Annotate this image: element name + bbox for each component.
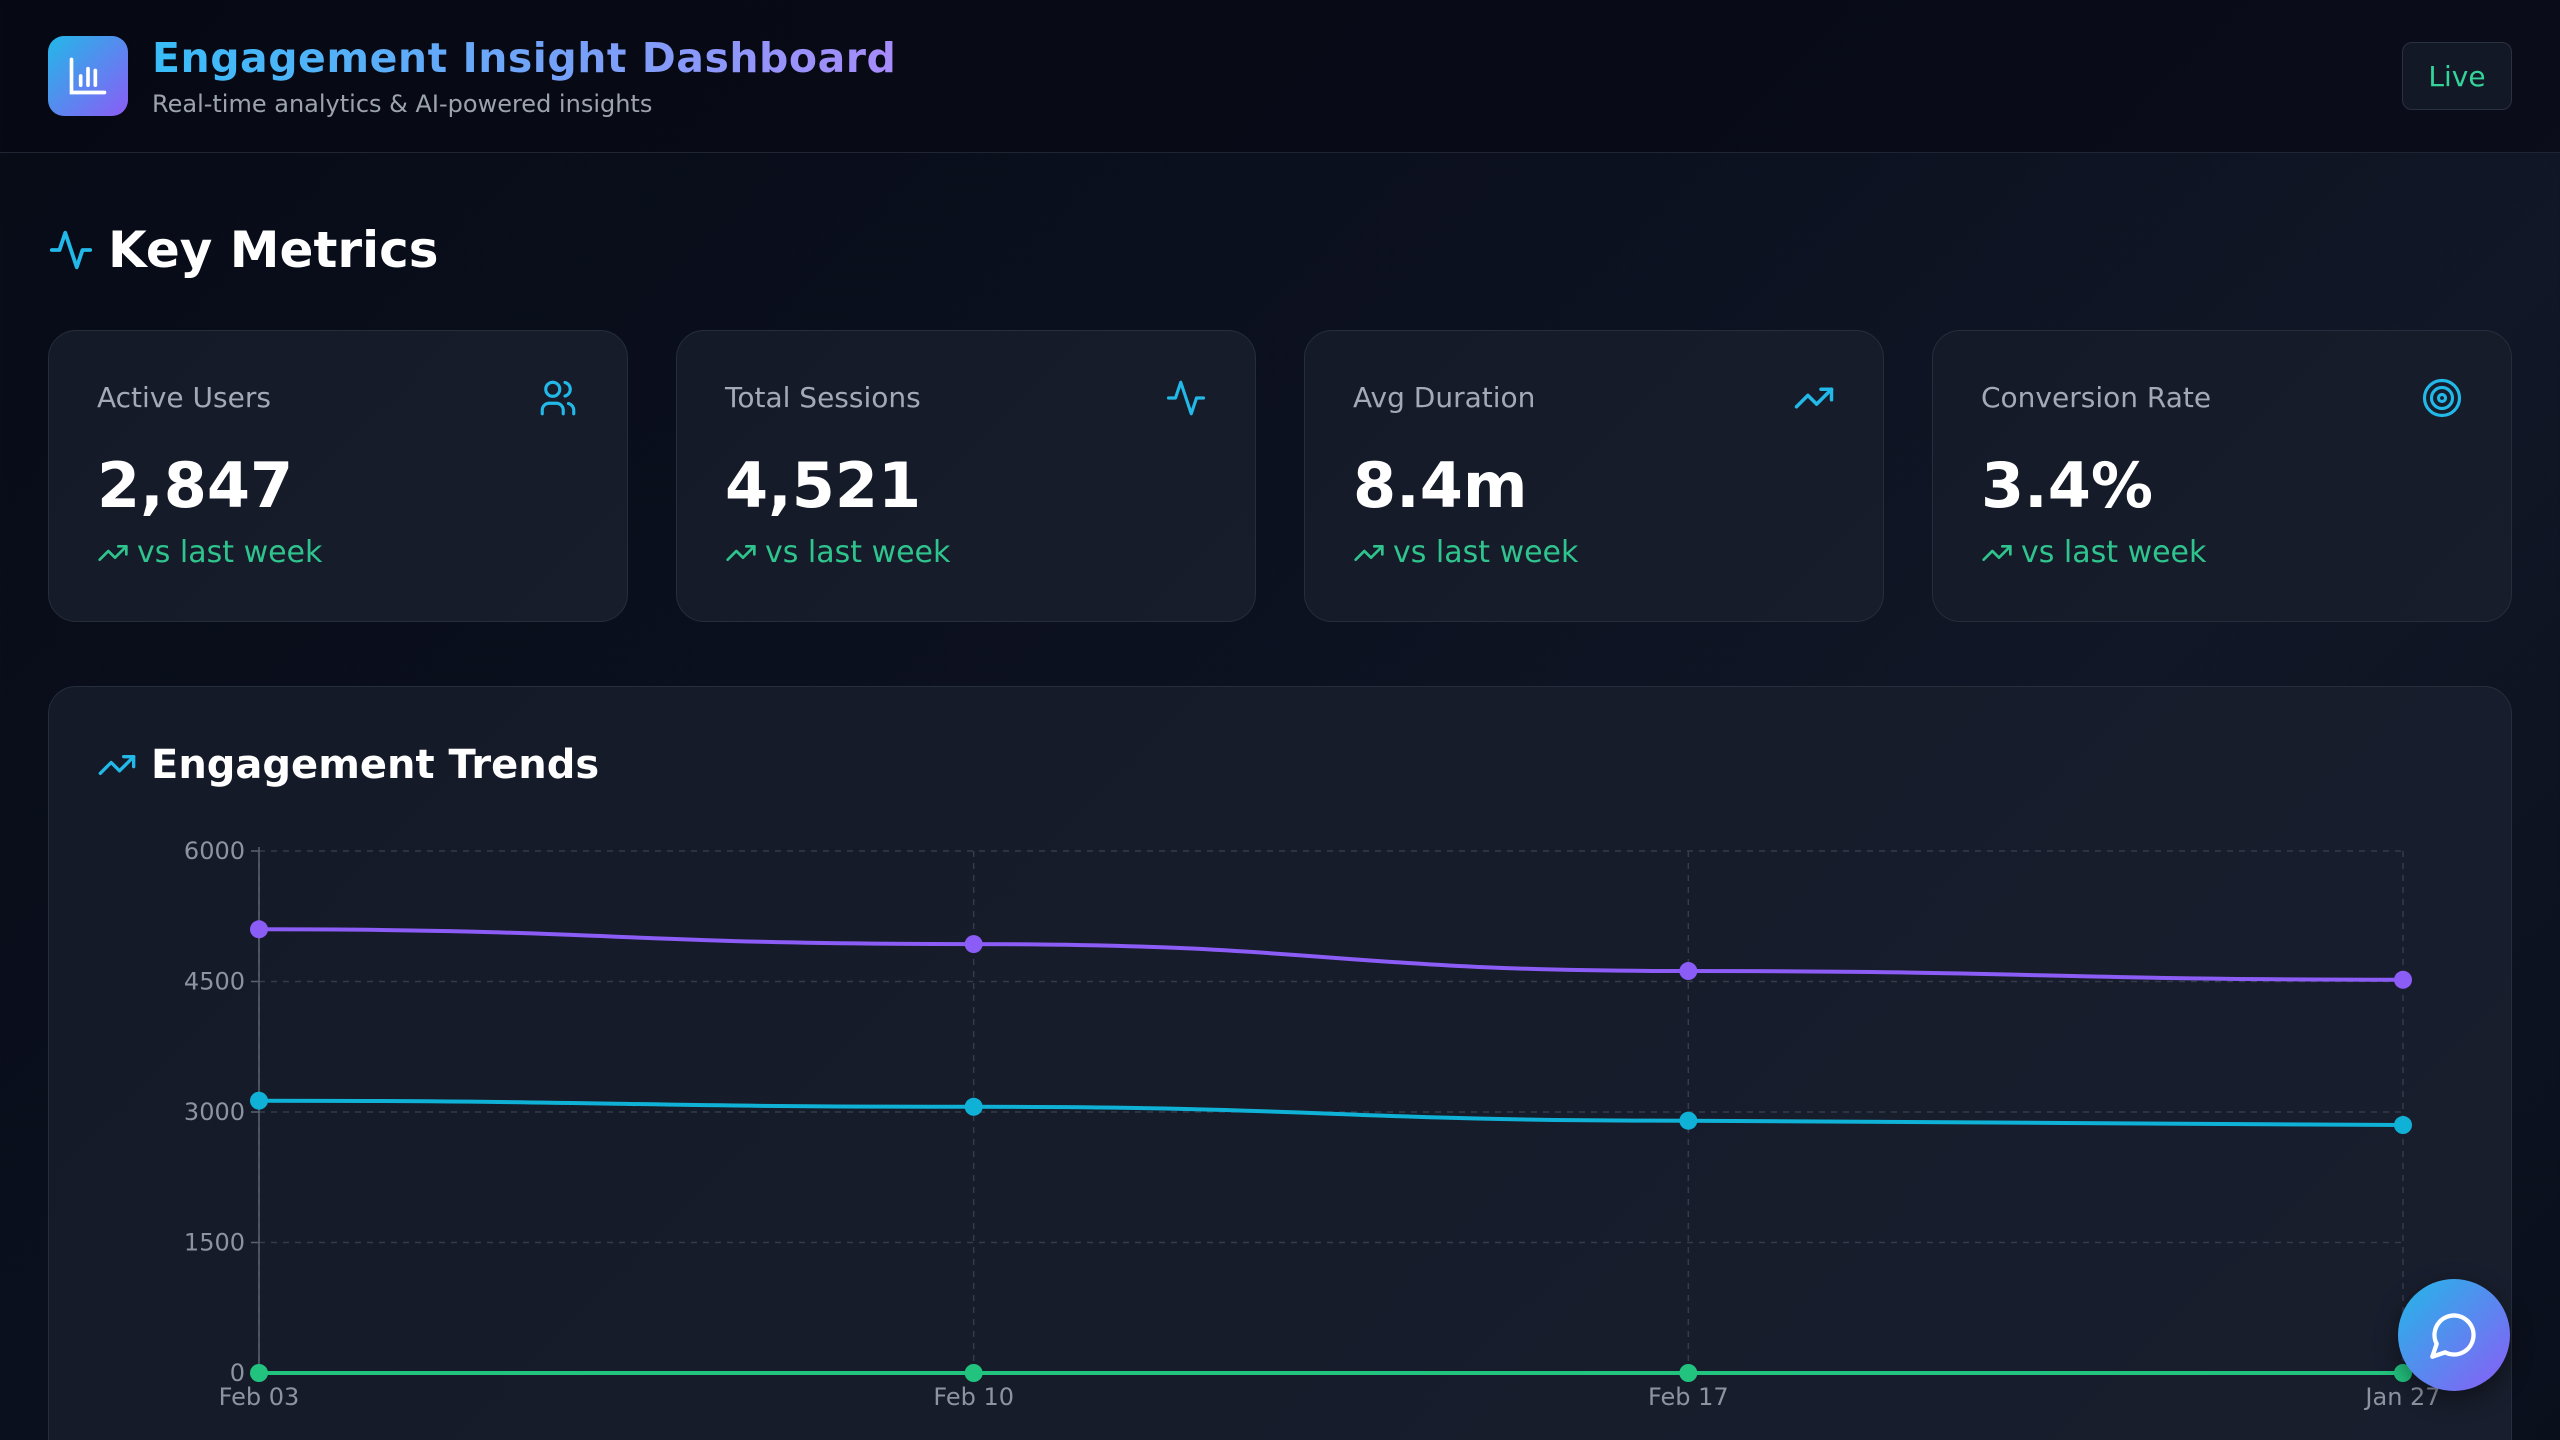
bar-chart-icon <box>69 57 107 95</box>
data-point <box>250 1091 268 1110</box>
app-title: Engagement Insight Dashboard <box>152 34 897 82</box>
metric-trend: vs last week <box>1353 535 1578 570</box>
chat-button[interactable] <box>2398 1279 2510 1391</box>
y-tick-label: 3000 <box>184 1098 245 1126</box>
series-line-1 <box>258 927 2404 982</box>
metric-label: Conversion Rate <box>1981 381 2212 414</box>
data-point <box>250 1364 268 1382</box>
y-tick-label: 1500 <box>184 1229 245 1257</box>
x-tick-label: Feb 03 <box>219 1383 300 1411</box>
metric-trend: vs last week <box>725 535 950 570</box>
trending-up-icon <box>98 755 136 775</box>
live-status-badge[interactable]: Live <box>2402 42 2512 110</box>
series-line-2 <box>258 1098 2404 1128</box>
data-point <box>964 935 983 954</box>
metric-value: 8.4m <box>1353 449 1528 522</box>
app-subtitle: Real-time analytics & AI-powered insight… <box>152 90 653 118</box>
data-point <box>964 1097 983 1116</box>
trending-up-icon <box>1354 544 1384 561</box>
metric-value: 4,521 <box>725 449 922 522</box>
x-tick-label: Jan 27 <box>2363 1383 2440 1411</box>
x-tick-label: Feb 17 <box>1648 1383 1729 1411</box>
metric-trend-label: vs last week <box>137 535 323 570</box>
trending-up-icon <box>1982 544 2012 561</box>
metric-card-total-sessions: Total Sessions 4,521 vs last week <box>676 330 1256 622</box>
data-point <box>964 1364 983 1382</box>
metric-trend-label: vs last week <box>2021 535 2207 570</box>
activity-icon <box>49 230 93 270</box>
metric-trend: vs last week <box>97 535 322 570</box>
app-logo <box>48 36 128 116</box>
metric-value: 3.4% <box>1981 449 2153 522</box>
activity-icon <box>1166 380 1206 416</box>
engagement-trends-panel: Engagement Trends 0 1500 3000 4500 6000 Feb 0… <box>48 686 2512 1440</box>
trending-up-icon <box>726 544 756 561</box>
data-point <box>1679 1364 1698 1382</box>
metric-label: Active Users <box>97 381 271 414</box>
y-tick-label: 6000 <box>184 837 245 865</box>
metric-card-avg-duration: Avg Duration 8.4m vs last week <box>1304 330 1884 622</box>
metric-trend-label: vs last week <box>765 535 951 570</box>
metric-trend: vs last week <box>1981 535 2206 570</box>
y-tick-label: 4500 <box>184 968 245 996</box>
metric-label: Avg Duration <box>1353 381 1536 414</box>
data-point <box>250 920 268 939</box>
data-point <box>2394 1364 2412 1382</box>
metric-value: 2,847 <box>97 449 294 522</box>
chart-title: Engagement Trends <box>151 742 600 788</box>
data-point <box>1679 1111 1698 1130</box>
trending-up-icon <box>1794 387 1834 409</box>
target-icon <box>2422 378 2462 418</box>
data-point <box>2394 1116 2412 1135</box>
metric-card-conversion-rate: Conversion Rate 3.4% vs last week <box>1932 330 2512 622</box>
key-metrics-heading: Key Metrics <box>48 216 439 284</box>
engagement-trends-chart: 0 1500 3000 4500 6000 Feb 03 Feb 10 Feb 17 Jan 2… <box>184 837 2441 1411</box>
metric-cards: Active Users 2,847 vs last week Total Se… <box>48 330 2512 622</box>
users-icon <box>540 380 576 416</box>
y-tick-label: 0 <box>230 1359 245 1387</box>
app-header: Engagement Insight Dashboard Real-time a… <box>0 0 2560 153</box>
data-point <box>2394 970 2412 989</box>
trending-up-icon <box>98 544 128 561</box>
chat-icon <box>2430 1313 2476 1359</box>
metric-trend-label: vs last week <box>1393 535 1579 570</box>
key-metrics-title: Key Metrics <box>108 221 439 279</box>
x-tick-label: Feb 10 <box>933 1383 1014 1411</box>
chart-heading: Engagement Trends <box>97 737 599 793</box>
data-point <box>1679 962 1698 981</box>
metric-card-active-users: Active Users 2,847 vs last week <box>48 330 628 622</box>
metric-label: Total Sessions <box>725 381 921 414</box>
